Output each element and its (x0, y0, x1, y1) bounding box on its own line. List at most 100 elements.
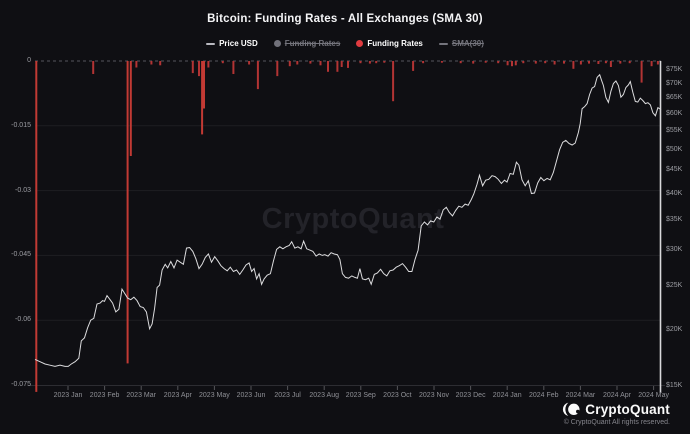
funding-rate-bar (276, 61, 279, 77)
funding-rate-bar (588, 61, 590, 64)
x-axis-tick-label: 2023 Aug (309, 392, 339, 399)
legend-label: Funding Rates (284, 39, 341, 48)
funding-rate-bar (497, 61, 500, 64)
x-axis-tick-label: 2023 Dec (455, 392, 486, 399)
funding-rate-bar (256, 61, 259, 90)
right-axis-tick-label: $60K (666, 109, 683, 117)
x-axis-tick-label: 2023 May (199, 392, 230, 399)
x-axis-tick-label: 2023 Jul (274, 392, 301, 399)
legend-item-sma-30--3[interactable]: SMA(30) (438, 39, 484, 48)
funding-rate-bar (35, 61, 38, 392)
funding-rate-bar (628, 61, 631, 64)
funding-rate-bar (422, 61, 425, 64)
funding-rate-bar (544, 61, 547, 64)
funding-rate-bar (135, 61, 138, 68)
line-marker-icon (206, 42, 216, 45)
funding-rate-bar (309, 61, 312, 64)
funding-rate-bar (412, 61, 415, 71)
funding-rate-bar (198, 61, 200, 77)
funding-rate-bar (609, 61, 612, 67)
x-axis-tick-label: 2023 Oct (383, 392, 412, 399)
funding-rate-bar (150, 61, 153, 65)
legend-item-funding-rates-2[interactable]: Funding Rates (356, 39, 423, 48)
funding-rate-bar (472, 61, 475, 64)
dot-marker-icon (273, 40, 281, 47)
legend-label: SMA(30) (451, 39, 484, 48)
right-axis-tick-label: $55K (666, 126, 683, 134)
x-axis-tick-label: 2023 Sep (345, 392, 376, 399)
x-axis-tick-label: 2023 Nov (419, 392, 449, 399)
funding-rate-bar (221, 61, 224, 64)
line-marker-icon (438, 42, 448, 45)
right-axis-tick-label: $75K (666, 65, 683, 73)
funding-rate-bar (203, 61, 205, 109)
price-usd-line (34, 73, 662, 367)
funding-rate-bar (327, 61, 329, 72)
funding-rate-bar (579, 61, 582, 65)
funding-rate-bar (572, 61, 575, 69)
funding-rate-bar (375, 61, 378, 64)
right-axis-tick-label: $20K (666, 325, 683, 333)
funding-rate-bar (383, 61, 386, 63)
funding-rate-bar (336, 61, 339, 72)
left-axis-tick-label: -0.03 (15, 186, 31, 194)
funding-rate-bar (92, 61, 95, 74)
left-axis-tick-label: -0.075 (11, 381, 31, 388)
copyright-text: © CryptoQuant All rights reserved. (563, 419, 670, 426)
funding-rate-bar (232, 61, 235, 74)
right-axis-tick-label: $25K (666, 281, 683, 289)
left-axis-tick-label: -0.045 (11, 251, 31, 259)
right-axis-tick-label: $30K (666, 246, 683, 254)
funding-rate-bar (248, 61, 251, 65)
funding-rate-bar (191, 61, 194, 74)
funding-rate-bar (650, 61, 653, 67)
funding-rate-bar (522, 61, 525, 64)
funding-rate-bar (368, 61, 371, 64)
funding-rate-bar (511, 61, 513, 67)
funding-rate-bar (129, 61, 132, 156)
funding-rate-bar (319, 61, 322, 66)
funding-rate-bar (514, 61, 517, 66)
brand-name: CryptoQuant (585, 402, 670, 417)
x-axis-tick-label: 2023 Mar (126, 392, 156, 399)
funding-rate-bar (207, 61, 210, 68)
funding-rate-bar (359, 61, 362, 64)
left-axis-tick-label: 0 (27, 57, 31, 64)
brand-row: CryptoQuant (561, 402, 670, 417)
right-axis-tick-label: $35K (666, 215, 683, 223)
footer: CryptoQuant © CryptoQuant All rights res… (561, 402, 670, 426)
cryptoquant-logo-icon (563, 402, 580, 417)
chart-title: Bitcoin: Funding Rates - All Exchanges (… (207, 13, 483, 25)
x-axis-tick-label: 2024 Feb (529, 392, 559, 399)
dot-marker-icon (356, 40, 364, 47)
funding-rate-bar (459, 61, 462, 64)
funding-rate-bar (604, 61, 607, 64)
right-axis-tick-label: $45K (666, 166, 683, 174)
x-axis-tick-label: 2024 Jan (492, 392, 522, 399)
funding-rate-bar (296, 61, 299, 65)
x-axis-tick-label: 2023 Apr (163, 392, 192, 399)
funding-rate-bar (640, 61, 643, 83)
right-axis-tick-label: $70K (666, 79, 683, 87)
right-axis-tick-label: $65K (666, 94, 683, 102)
funding-rate-bar (347, 61, 349, 68)
x-axis-tick-label: 2023 Feb (89, 392, 120, 399)
legend-label: Funding Rates (367, 39, 423, 48)
funding-rate-bar (159, 61, 162, 66)
funding-rate-bar (201, 61, 204, 135)
funding-rate-bar (656, 61, 659, 65)
funding-rate-bar (553, 61, 556, 65)
funding-rate-bar (563, 61, 565, 64)
left-axis-tick-label: -0.06 (15, 316, 31, 324)
legend-item-funding-rates-1[interactable]: Funding Rates (273, 39, 341, 48)
funding-rate-bar (126, 61, 129, 364)
funding-rate-bar (597, 61, 600, 64)
right-axis-tick-label: $50K (666, 145, 683, 153)
x-axis-tick-label: 2024 Mar (565, 392, 596, 399)
funding-rate-bar (534, 61, 537, 64)
legend-item-price-usd-0[interactable]: Price USD (206, 39, 258, 48)
funding-rate-bar (484, 61, 487, 63)
